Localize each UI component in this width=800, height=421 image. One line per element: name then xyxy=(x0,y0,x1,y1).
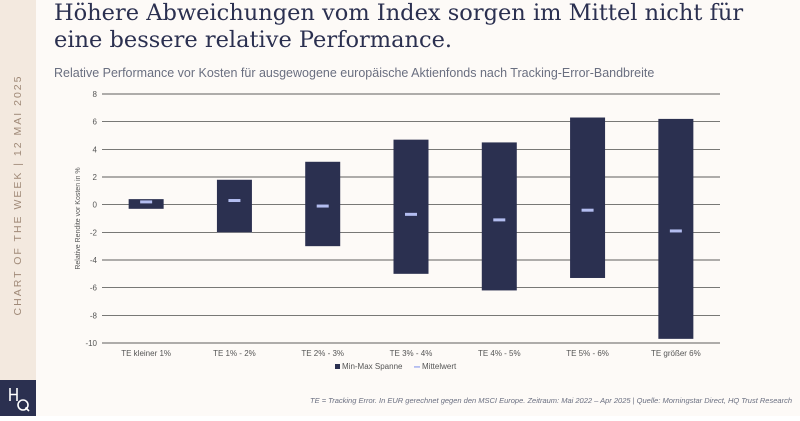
legend-swatch-range xyxy=(335,364,340,369)
y-tick-label: -10 xyxy=(85,339,97,348)
x-tick-label: TE 3% - 4% xyxy=(390,349,433,358)
range-bar xyxy=(128,199,164,209)
mean-marker xyxy=(316,204,329,208)
y-tick-label: -6 xyxy=(90,284,98,293)
range-bar xyxy=(481,142,517,291)
footnote: TE = Tracking Error. In EUR gerechnet ge… xyxy=(310,396,792,405)
y-tick-label: 0 xyxy=(93,201,98,210)
range-bar xyxy=(393,139,429,274)
x-tick-label: TE 5% - 6% xyxy=(566,349,609,358)
y-tick-label: 8 xyxy=(93,90,98,99)
range-bar xyxy=(216,179,252,233)
y-tick-label: -4 xyxy=(90,256,98,265)
chart-subtitle: Relative Performance vor Kosten für ausg… xyxy=(54,66,655,80)
x-tick-label: TE größer 6% xyxy=(651,349,701,358)
mean-marker xyxy=(669,229,682,233)
range-bar xyxy=(570,117,606,278)
mean-marker xyxy=(405,212,417,216)
hq-logo-mark xyxy=(9,388,30,412)
x-tick-label: TE 1% - 2% xyxy=(213,349,256,358)
x-tick-label: TE kleiner 1% xyxy=(121,349,171,358)
hq-logo xyxy=(0,380,36,416)
y-tick-label: -8 xyxy=(90,311,98,320)
x-tick-label: TE 4% - 5% xyxy=(478,349,521,358)
range-bar xyxy=(658,118,694,339)
y-axis-label: Relative Rendite vor Kosten in % xyxy=(75,167,82,269)
mean-marker xyxy=(140,200,153,204)
mean-marker xyxy=(493,218,506,222)
legend-label-mean: Mittelwert xyxy=(422,362,457,371)
page-title: Höhere Abweichungen vom Index sorgen im … xyxy=(54,0,744,53)
mean-marker xyxy=(581,208,594,212)
y-tick-label: 2 xyxy=(93,173,98,182)
side-band xyxy=(0,0,36,416)
y-tick-label: 6 xyxy=(93,118,98,127)
x-tick-label: TE 2% - 3% xyxy=(301,349,344,358)
range-bar xyxy=(305,161,341,247)
mean-marker xyxy=(228,199,241,203)
legend-label-range: Min-Max Spanne xyxy=(342,362,403,371)
legend-swatch-mean xyxy=(414,366,420,368)
y-tick-label: -2 xyxy=(90,228,98,237)
y-tick-label: 4 xyxy=(93,145,98,154)
